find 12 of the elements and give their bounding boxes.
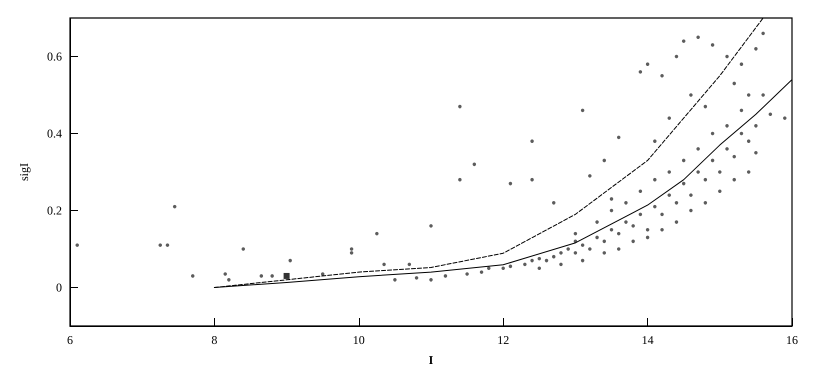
x-tick-label: 6 [67, 333, 73, 347]
y-tick-label: 0.4 [47, 126, 62, 140]
x-axis-title: I [428, 353, 434, 367]
x-tick-label: 14 [642, 333, 654, 347]
y-axis-title: sigI [17, 162, 31, 181]
y-tick-label: 0.2 [47, 204, 62, 218]
y-tick-label: 0 [56, 280, 62, 294]
x-tick-label: 16 [786, 333, 798, 347]
x-tick-label: 8 [211, 333, 218, 347]
y-tick-label: 0.6 [47, 50, 62, 64]
x-tick-label: 12 [497, 333, 510, 347]
x-tick-label: 10 [352, 333, 365, 347]
